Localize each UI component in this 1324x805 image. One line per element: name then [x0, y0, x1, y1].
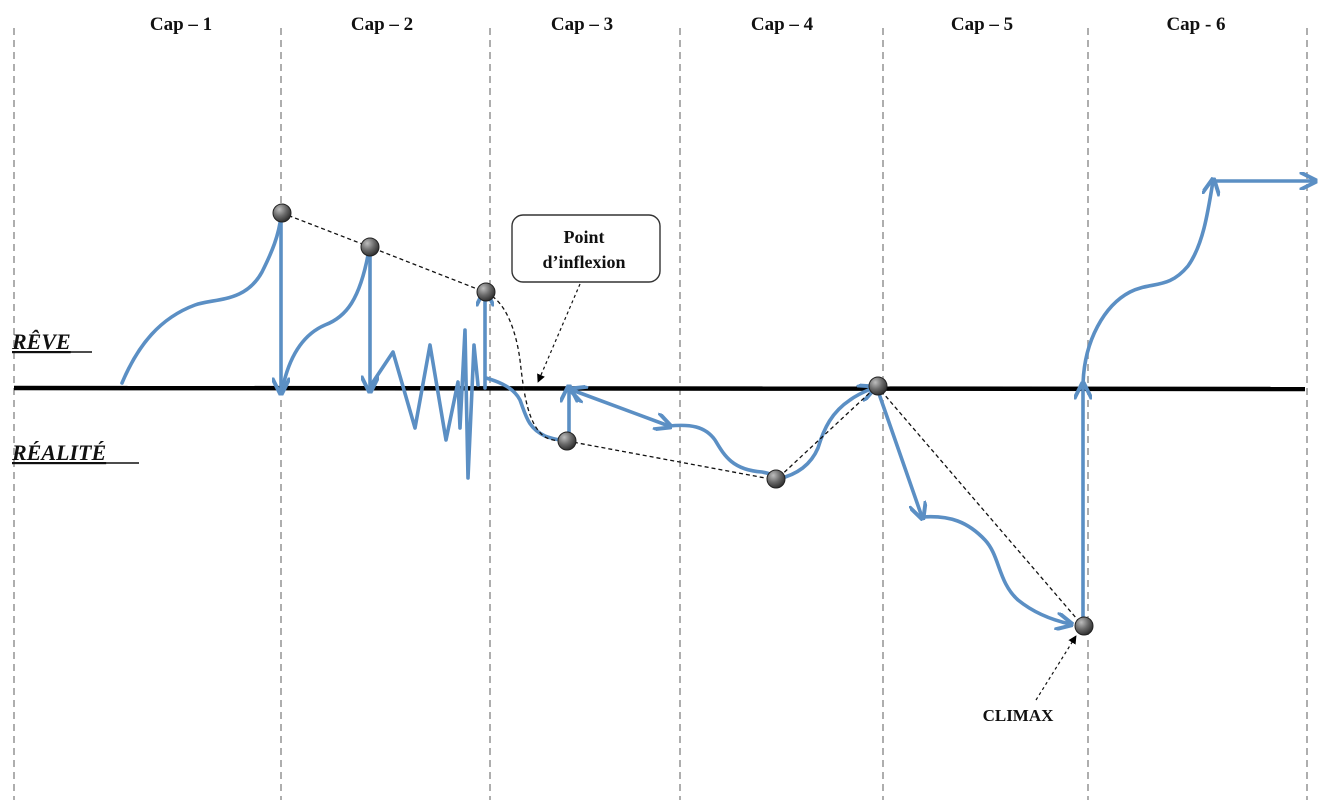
chapter-label: Cap – 2 [351, 14, 413, 35]
connector-line [485, 292, 568, 442]
chapter-label: Cap – 5 [951, 14, 1013, 35]
story-curve [120, 181, 1314, 624]
chapter-label: Cap – 4 [751, 14, 814, 35]
curve-segment [920, 514, 1070, 624]
zigzag-segment [369, 328, 480, 480]
curve-segment [120, 214, 283, 385]
marker-point [557, 431, 577, 451]
chapter-label: Cap - 6 [1166, 14, 1225, 35]
inflection-label-line1: Point [563, 227, 604, 247]
inflection-callout-box [511, 214, 661, 283]
zone-label-realite: RÉALITÉ [11, 440, 106, 465]
marker-point [868, 376, 888, 396]
marker-point [476, 282, 496, 302]
zone-label-reve: RÊVE [11, 329, 71, 354]
down-arrow [875, 386, 922, 517]
chapter-label: Cap – 1 [150, 14, 212, 35]
chapter-dividers [13, 28, 1308, 800]
marker-point [360, 237, 380, 257]
climax-label: CLIMAX [983, 706, 1055, 725]
inflection-label-line2: d’inflexion [542, 252, 625, 272]
connector-lines [281, 212, 1084, 627]
baseline [13, 385, 1306, 392]
curve-segment [281, 248, 371, 388]
marker-points [272, 203, 1094, 636]
curve-segment [667, 423, 780, 481]
curve-segment [1081, 181, 1213, 387]
chapter-label: Cap – 3 [551, 14, 613, 35]
right-arrow [572, 390, 669, 426]
marker-point [272, 203, 292, 223]
connector-line [281, 212, 486, 293]
curve-segment [776, 388, 873, 481]
marker-point [1074, 616, 1094, 636]
climax-pointer-arrow [1035, 635, 1077, 701]
connector-line [566, 385, 1084, 627]
inflection-pointer-arrow [537, 283, 581, 383]
marker-point [766, 469, 786, 489]
